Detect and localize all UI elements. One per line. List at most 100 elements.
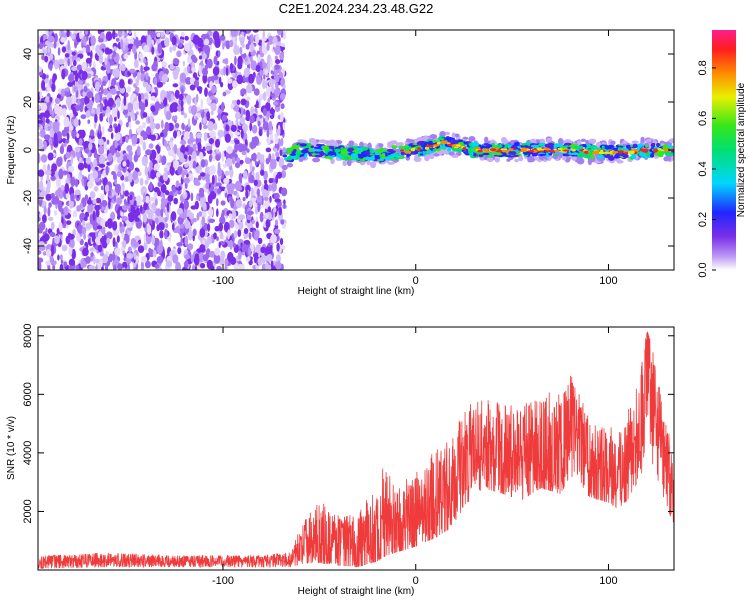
noise-speck <box>243 170 248 180</box>
noise-speck <box>156 255 164 264</box>
noise-speck <box>269 244 273 254</box>
signal-core <box>398 156 405 159</box>
noise-speck <box>123 42 126 52</box>
noise-speck <box>153 163 160 171</box>
noise-speck <box>45 244 52 249</box>
noise-speck <box>120 185 124 196</box>
noise-speck <box>149 116 154 124</box>
noise-speck <box>101 199 108 207</box>
noise-speck <box>64 183 70 194</box>
noise-speck <box>184 35 189 41</box>
noise-speck <box>133 252 137 260</box>
noise-speck <box>227 196 233 202</box>
noise-speck <box>47 265 51 270</box>
signal-core <box>359 155 364 159</box>
noise-speck <box>74 38 78 49</box>
noise-speck <box>112 221 118 231</box>
signal-core <box>564 142 572 146</box>
noise-speck <box>194 181 201 186</box>
noise-speck <box>164 167 168 173</box>
noise-speck <box>94 81 100 92</box>
noise-speck <box>203 124 208 130</box>
noise-speck <box>109 60 115 66</box>
noise-speck <box>162 172 169 182</box>
noise-speck <box>160 208 164 218</box>
signal-halo <box>668 138 674 144</box>
signal-core <box>567 146 571 150</box>
noise-speck <box>150 30 156 39</box>
noise-speck <box>95 264 98 270</box>
noise-speck <box>53 40 57 49</box>
noise-speck <box>250 187 254 197</box>
noise-speck <box>240 98 247 106</box>
noise-speck <box>165 260 173 268</box>
spectrogram-x-label: Height of straight line (km) <box>298 286 415 297</box>
noise-speck <box>40 154 48 163</box>
noise-speck <box>128 30 132 35</box>
noise-speck <box>100 237 106 244</box>
noise-speck <box>112 50 117 57</box>
noise-speck <box>219 186 226 192</box>
noise-speck <box>95 197 102 204</box>
noise-speck <box>49 96 53 102</box>
noise-speck <box>132 113 136 122</box>
noise-speck <box>107 128 113 132</box>
noise-speck <box>241 243 248 253</box>
noise-speck <box>66 220 72 226</box>
noise-speck <box>84 82 90 87</box>
noise-speck <box>102 125 105 136</box>
noise-speck <box>145 195 150 204</box>
noise-speck <box>43 42 46 48</box>
noise-speck <box>180 140 187 145</box>
noise-speck <box>213 253 221 264</box>
noise-speck <box>110 211 116 221</box>
noise-speck <box>217 167 223 177</box>
noise-speck <box>274 219 279 227</box>
noise-speck <box>121 204 128 211</box>
noise-speck <box>98 30 105 33</box>
noise-speck <box>43 233 50 242</box>
noise-speck <box>68 247 73 256</box>
noise-speck <box>269 108 276 115</box>
noise-speck <box>153 237 160 248</box>
noise-speck <box>175 225 180 233</box>
noise-speck <box>240 128 244 139</box>
noise-speck <box>147 209 154 220</box>
noise-speck <box>147 30 151 36</box>
noise-speck <box>206 111 211 122</box>
noise-speck <box>207 121 215 132</box>
noise-speck <box>189 84 196 91</box>
signal-halo <box>434 153 440 157</box>
noise-speck <box>144 99 149 108</box>
noise-speck <box>105 165 109 176</box>
noise-speck <box>87 180 94 189</box>
noise-speck <box>279 149 283 156</box>
signal-halo <box>318 139 327 144</box>
noise-speck <box>81 129 85 139</box>
noise-speck <box>234 55 237 66</box>
noise-speck <box>216 198 219 207</box>
noise-speck <box>225 40 231 50</box>
noise-speck <box>166 202 170 213</box>
snr-x-label: Height of straight line (km) <box>298 586 415 597</box>
noise-speck <box>70 176 76 187</box>
noise-speck <box>45 260 52 266</box>
noise-speck <box>117 263 123 270</box>
noise-speck <box>128 161 135 171</box>
y-tick-label: 8000 <box>22 324 34 348</box>
noise-speck <box>178 42 183 48</box>
noise-speck <box>69 57 73 66</box>
signal-peak <box>571 149 576 152</box>
noise-speck <box>260 169 265 176</box>
signal-halo <box>664 156 672 161</box>
signal-core <box>290 153 296 156</box>
noise-speck <box>167 145 170 151</box>
noise-speck <box>39 112 47 118</box>
noise-speck <box>43 134 51 141</box>
noise-speck <box>66 132 70 141</box>
noise-speck <box>107 190 112 196</box>
noise-speck <box>76 205 81 212</box>
noise-speck <box>201 216 206 227</box>
noise-speck <box>43 140 48 150</box>
noise-speck <box>203 131 208 142</box>
